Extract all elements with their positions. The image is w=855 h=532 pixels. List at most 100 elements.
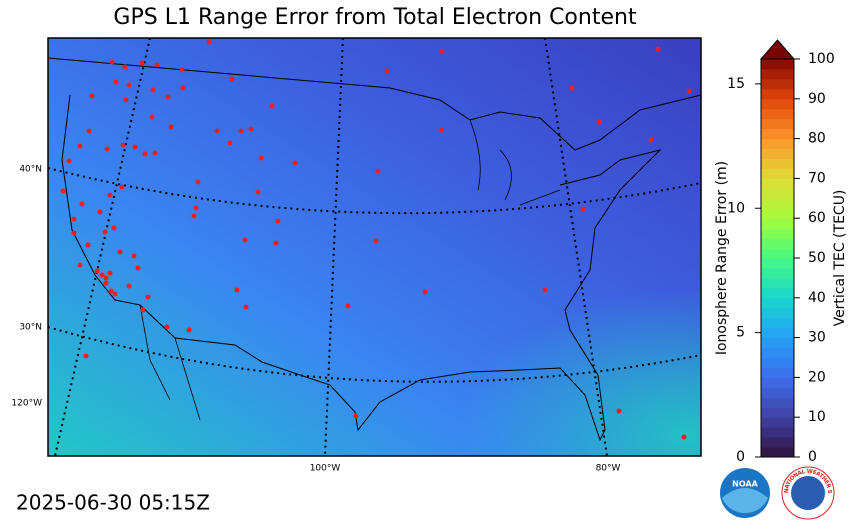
left-tick-label: 10 [727, 200, 745, 216]
station [108, 288, 114, 294]
station [422, 289, 428, 295]
colorbar-band [761, 347, 794, 358]
right-tick-label: 30 [808, 330, 826, 346]
station [71, 230, 77, 236]
right-tick-label: 10 [808, 409, 826, 425]
station [71, 216, 77, 222]
colorbar-band [761, 297, 794, 309]
noaa-wave [722, 488, 768, 514]
lon-label: 100°W [310, 464, 341, 474]
station [99, 272, 105, 278]
station [164, 324, 170, 330]
station [77, 143, 83, 149]
station [686, 88, 692, 94]
station [111, 225, 117, 231]
stations [60, 39, 692, 440]
station [229, 76, 235, 82]
station [131, 253, 137, 259]
right-tick-label: 70 [808, 170, 826, 186]
station [238, 128, 244, 134]
colorbar-extend [759, 39, 796, 60]
station [79, 201, 85, 207]
colorbar-band [761, 327, 794, 339]
right-tick-label: 80 [808, 131, 826, 147]
right-tick-label: 90 [808, 91, 826, 107]
station [569, 85, 575, 91]
colorbar-band [761, 138, 794, 150]
station [580, 206, 586, 212]
colorbar-band [761, 88, 794, 100]
colorbar-band [761, 317, 794, 329]
right-tick-label: 20 [808, 369, 826, 385]
station [186, 327, 192, 333]
station [135, 265, 141, 271]
colorbar-band [761, 307, 794, 319]
station [193, 205, 199, 211]
station [242, 237, 248, 243]
colorbar-band [761, 228, 794, 239]
lakes [469, 119, 561, 206]
colorbar-band [761, 238, 794, 249]
station [120, 142, 126, 148]
station [85, 242, 91, 248]
colorbar-band [761, 287, 794, 299]
station [103, 275, 109, 281]
colorbar-band [761, 437, 794, 448]
colorbar-band [761, 417, 794, 428]
colorbar-band [761, 208, 794, 219]
station [142, 151, 148, 157]
lat-label: 30°N [19, 323, 42, 333]
station [273, 240, 279, 246]
right-tick-label: 60 [808, 210, 826, 226]
colorbar-band [761, 188, 794, 199]
station [149, 114, 155, 120]
colorbar-band [761, 128, 794, 140]
timestamp: 2025-06-30 05:15Z [16, 491, 210, 515]
station [152, 150, 158, 156]
colorbar-band [761, 59, 794, 70]
station [438, 127, 444, 133]
colorbar-band [761, 98, 794, 110]
station [616, 408, 622, 414]
station [113, 79, 119, 85]
station [292, 160, 298, 166]
station [140, 307, 146, 313]
border [48, 57, 701, 151]
station [275, 218, 281, 224]
station [126, 82, 132, 88]
station [97, 209, 103, 215]
station [145, 294, 151, 300]
lon-label: 120°W [11, 399, 42, 409]
title: GPS L1 Range Error from Total Electron C… [113, 5, 637, 30]
baja [139, 304, 201, 421]
station [122, 64, 128, 70]
colorbar-band [761, 337, 794, 349]
left-tick-label: 0 [736, 449, 745, 465]
station [123, 97, 129, 103]
station [109, 59, 115, 65]
lon-label: 80°W [596, 464, 621, 474]
right-tick-label: 50 [808, 250, 826, 266]
colorbar-band [761, 248, 794, 259]
station [103, 280, 109, 286]
station [353, 413, 359, 419]
nws-inner [791, 476, 825, 510]
left-tick-label: 15 [727, 76, 745, 92]
map [48, 38, 701, 456]
noaa-text: NOAA [732, 480, 758, 489]
station [83, 353, 89, 359]
station [66, 158, 72, 164]
map-shade [48, 38, 701, 456]
colorbar-band [761, 267, 794, 279]
colorbar-band [761, 118, 794, 130]
graticule [48, 38, 701, 456]
right-tick-label: 0 [808, 449, 817, 465]
station [119, 184, 125, 190]
station [165, 94, 171, 100]
left-tick-label: 5 [736, 325, 745, 341]
station [107, 270, 113, 276]
station [180, 85, 186, 91]
colorbar-band [761, 158, 794, 169]
colorbar-band [761, 377, 794, 388]
